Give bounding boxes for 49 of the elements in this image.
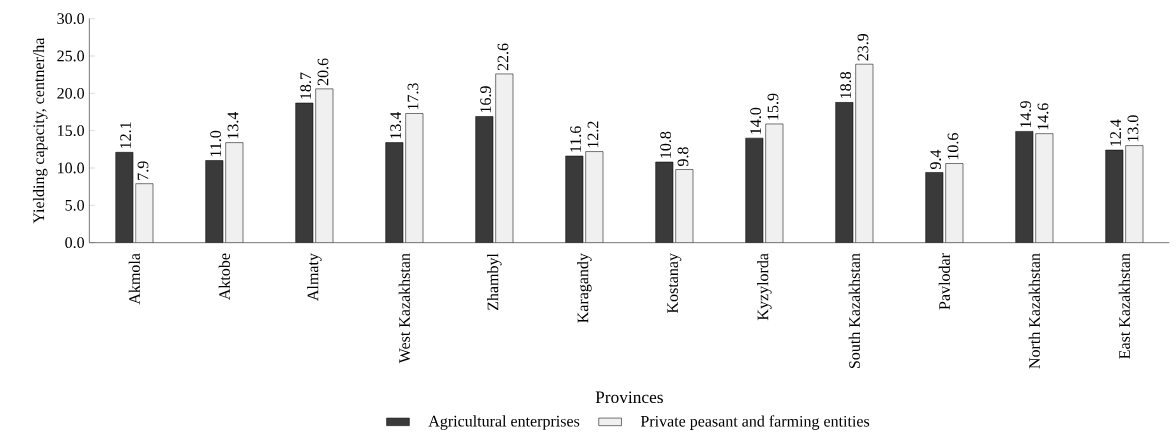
x-tick-label: Aktobe <box>218 253 230 300</box>
data-label: 13.0 <box>1127 115 1139 142</box>
y-tick-label: 20.0 <box>57 87 85 99</box>
y-axis-title: Yielding capacity, centner/ha <box>32 37 48 224</box>
data-label: 10.6 <box>947 132 959 160</box>
data-label: 11.0 <box>210 130 222 157</box>
data-label: 18.7 <box>300 72 312 99</box>
data-label: 12.2 <box>587 121 599 148</box>
x-tick-label: Kostanay <box>667 252 682 313</box>
data-label: 20.6 <box>317 58 329 86</box>
bar <box>135 183 154 243</box>
data-label: 14.9 <box>1020 100 1032 127</box>
data-label: 16.9 <box>480 86 492 112</box>
y-tick-label: 5.0 <box>65 199 85 211</box>
data-label: 13.4 <box>227 111 239 139</box>
y-tick-label: 25.0 <box>57 50 85 62</box>
y-tick-label: 0.0 <box>65 237 85 248</box>
y-tick-label: 30.0 <box>57 13 85 24</box>
data-label: 18.8 <box>840 71 852 98</box>
y-tick-label: 10.0 <box>58 162 85 174</box>
data-label: 9.8 <box>677 147 689 166</box>
data-label: 11.6 <box>570 126 582 152</box>
y-tick-label: 15.0 <box>58 125 85 136</box>
data-label: 17.3 <box>407 83 419 110</box>
data-label: 12.4 <box>1110 119 1122 146</box>
data-label: 9.4 <box>930 149 942 169</box>
x-tick-label: Almaty <box>307 252 322 301</box>
x-tick-label: Pavlodar <box>938 253 950 310</box>
x-tick-label: East Kazakhstan <box>1118 253 1130 359</box>
data-label: 14.0 <box>750 107 762 134</box>
data-label: 13.4 <box>390 111 402 139</box>
x-tick-label: North Kazakhstan <box>1028 253 1040 369</box>
bar <box>115 151 134 243</box>
legend-label: Agricultural enterprises <box>428 415 580 430</box>
x-tick-label: South Kazakhstan <box>848 253 860 368</box>
x-axis-title: Provinces <box>595 391 663 403</box>
legend-label: Private peasant and farming entities <box>640 415 870 430</box>
x-tick-label: Zhambyl <box>487 253 502 310</box>
data-label: 12.1 <box>120 122 132 148</box>
x-tick-label: Akmola <box>128 253 140 305</box>
data-label: 7.9 <box>137 161 149 180</box>
x-tick-label: Karagandy <box>577 252 592 323</box>
data-label: 15.9 <box>767 93 779 120</box>
data-label: 14.6 <box>1037 103 1049 130</box>
data-label: 23.9 <box>857 33 869 61</box>
x-tick-label: West Kazakhstan <box>398 253 411 364</box>
data-label: 22.6 <box>497 43 509 71</box>
data-label: 10.8 <box>660 131 672 158</box>
x-tick-label: Kyzylorda <box>757 253 772 320</box>
